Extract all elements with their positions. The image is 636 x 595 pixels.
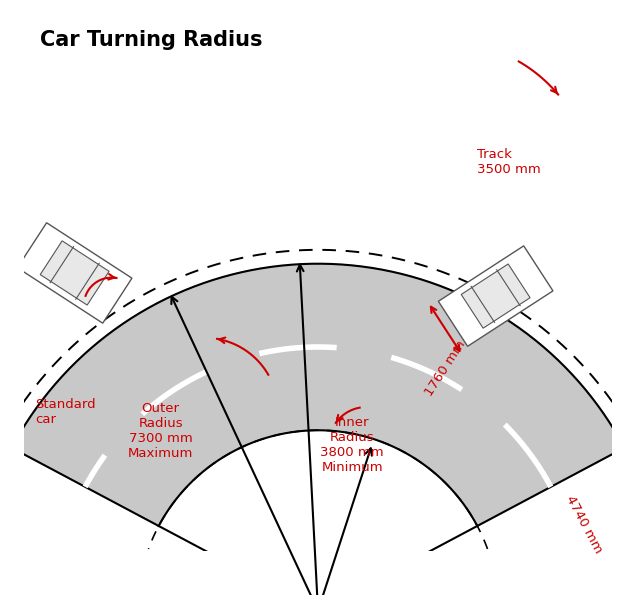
Text: Car Turning Radius: Car Turning Radius [41,30,263,49]
Text: Standard
car: Standard car [35,398,95,426]
Text: 1760 mm: 1760 mm [422,338,468,399]
Polygon shape [438,246,553,346]
Polygon shape [11,264,625,526]
Text: Inner
Radius
3800 mm
Minimum: Inner Radius 3800 mm Minimum [321,416,384,474]
Polygon shape [40,241,109,305]
Text: 4740 mm: 4740 mm [563,494,605,556]
Polygon shape [17,223,132,323]
Polygon shape [461,264,530,328]
Text: Track
3500 mm: Track 3500 mm [477,148,541,176]
Text: Outer
Radius
7300 mm
Maximum: Outer Radius 7300 mm Maximum [128,402,193,461]
